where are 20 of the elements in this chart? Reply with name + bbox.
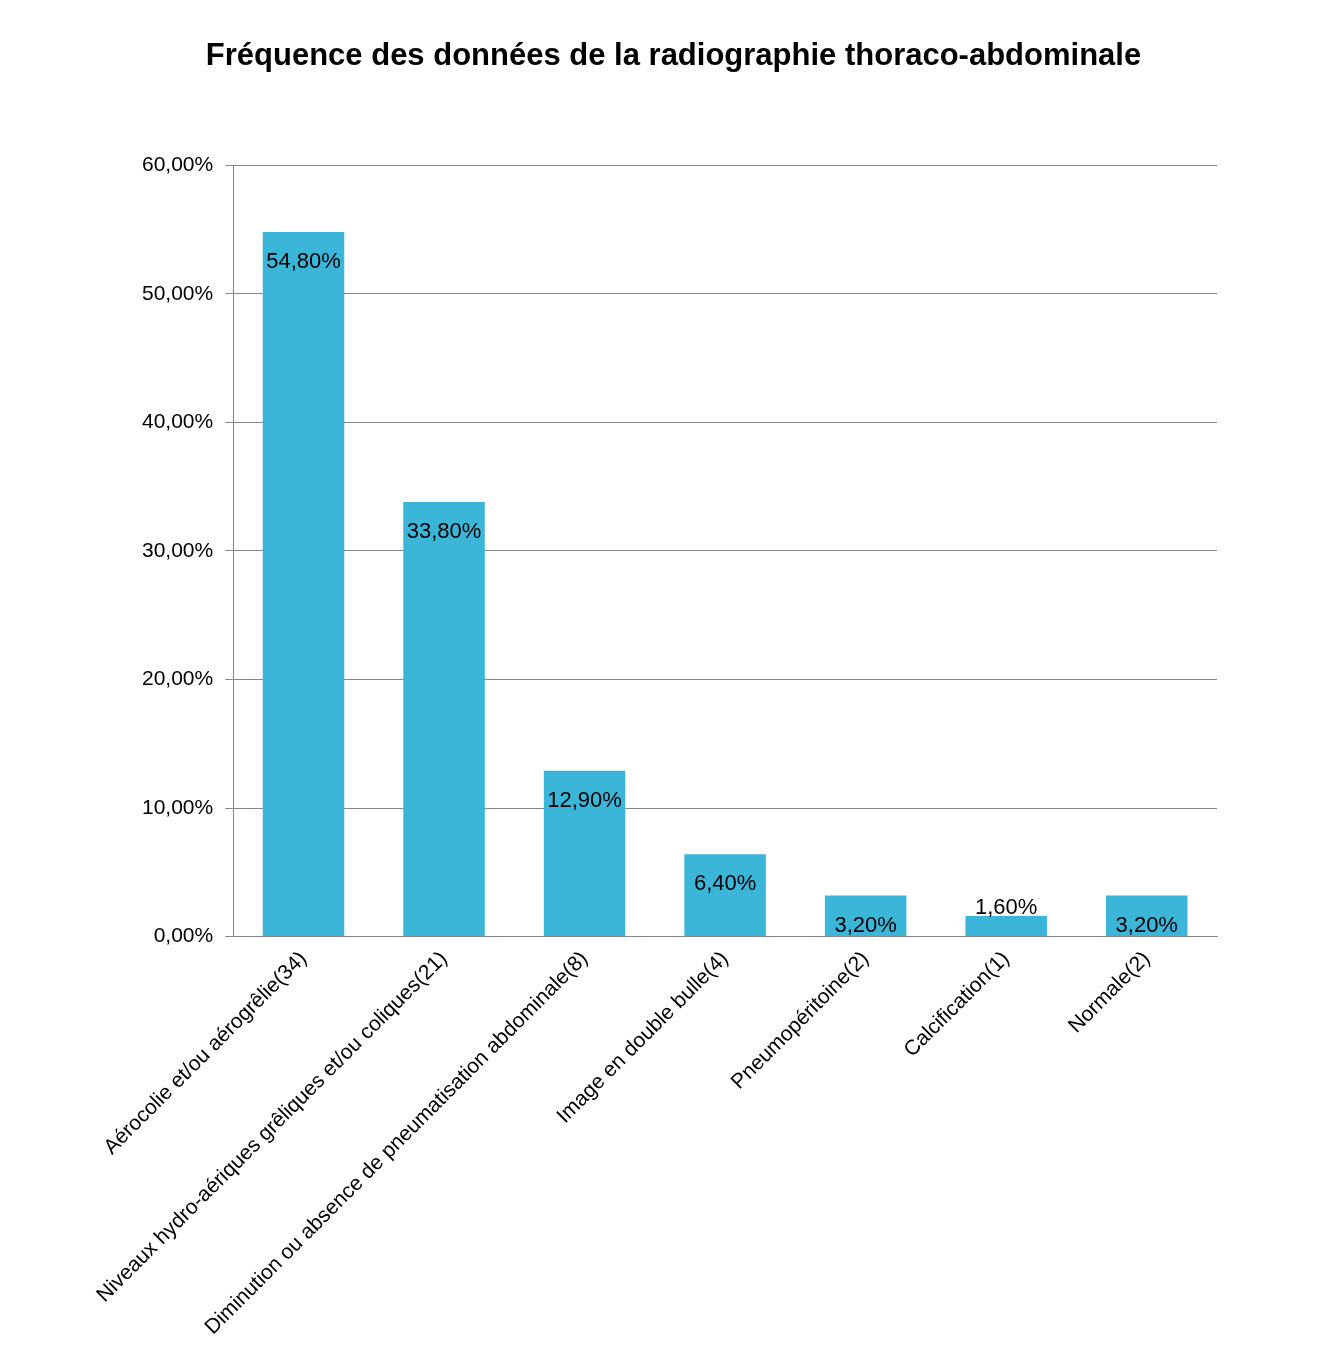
- y-tick-label: 60,00%: [141, 152, 214, 175]
- y-tick-label: 40,00%: [141, 409, 214, 433]
- data-label: 33,80%: [406, 518, 482, 544]
- data-label: 6,40%: [693, 870, 757, 896]
- data-label: 3,20%: [834, 911, 897, 937]
- y-tick-label: 0,00%: [153, 923, 214, 947]
- data-label: 54,80%: [266, 248, 341, 274]
- chart-title: Fréquence des données de la radiographie thoraco-abdominale: [205, 37, 1142, 73]
- y-tick-label: 20,00%: [141, 666, 214, 690]
- y-tick-label: 50,00%: [141, 280, 214, 304]
- data-label: 12,90%: [547, 786, 622, 812]
- bar: [965, 916, 1047, 937]
- bar: [262, 232, 345, 937]
- y-tick-label: 10,00%: [141, 794, 214, 818]
- bar: [403, 502, 485, 937]
- y-tick-label: 30,00%: [141, 537, 214, 561]
- data-label: 1,60%: [975, 894, 1038, 920]
- bar: [543, 770, 626, 937]
- data-label: 3,20%: [1115, 911, 1178, 937]
- bar: [684, 854, 766, 937]
